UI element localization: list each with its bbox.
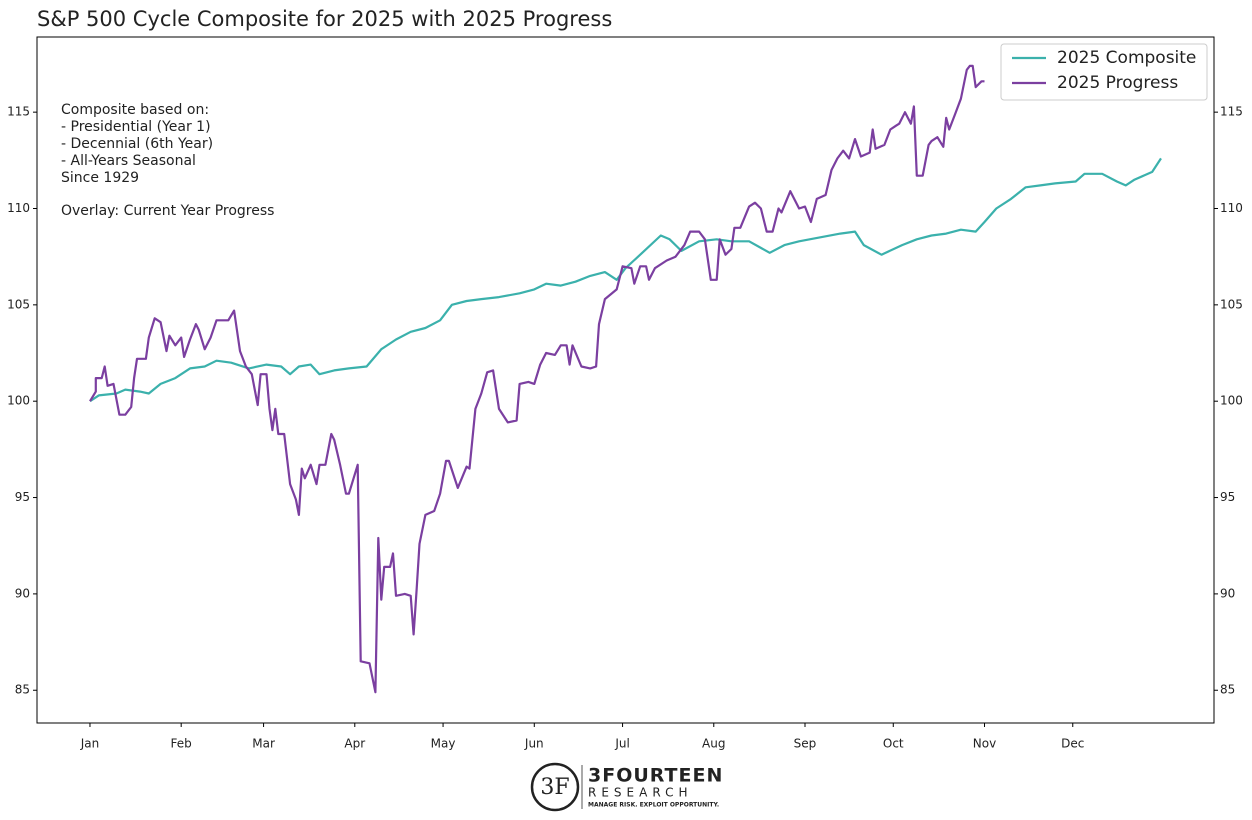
y-tick-label: 110 xyxy=(7,201,30,215)
logo-circle xyxy=(530,762,580,812)
legend-box xyxy=(1000,43,1208,101)
series-line xyxy=(89,157,1162,403)
y-tick-label: 115 xyxy=(7,105,30,119)
y2-tick-label: 95 xyxy=(1220,490,1235,504)
legend-label: 2025 Progress xyxy=(1057,73,1178,93)
y-tick-label: 90 xyxy=(15,586,30,600)
x-tick-label: Sep xyxy=(794,737,817,751)
logo-sub: RESEARCH xyxy=(588,786,692,800)
annotation: Since 1929 xyxy=(61,170,139,186)
annotation: Composite based on: xyxy=(61,102,209,118)
logo-mark: 3F xyxy=(540,775,569,800)
y2-tick-label: 115 xyxy=(1220,105,1243,119)
x-tick-label: Jan xyxy=(80,737,100,751)
chart-title: S&P 500 Cycle Composite for 2025 with 20… xyxy=(37,7,612,31)
x-tick-label: Aug xyxy=(702,737,725,751)
x-tick-label: Feb xyxy=(171,737,192,751)
y-tick-label: 85 xyxy=(15,683,30,697)
annotation: - Presidential (Year 1) xyxy=(61,119,211,135)
x-tick-label: Jun xyxy=(524,737,544,751)
logo-tagline: MANAGE RISK. EXPLOIT OPPORTUNITY. xyxy=(588,802,719,809)
plot-frame xyxy=(36,36,1215,724)
x-tick-label: Oct xyxy=(883,737,904,751)
logo: 3F 3FOURTEEN RESEARCH MANAGE RISK. EXPLO… xyxy=(530,762,723,812)
y2-tick-label: 105 xyxy=(1220,297,1243,311)
x-tick-label: Nov xyxy=(973,737,996,751)
x-tick-label: Mar xyxy=(252,737,275,751)
annotation: - Decennial (6th Year) xyxy=(61,136,213,152)
y-tick-label: 95 xyxy=(15,490,30,504)
x-tick-label: Dec xyxy=(1061,737,1084,751)
x-tick-label: May xyxy=(431,737,456,751)
x-tick-label: Jul xyxy=(614,737,629,751)
annotation: Overlay: Current Year Progress xyxy=(61,203,274,219)
series-line xyxy=(89,64,985,694)
x-tick-label: Apr xyxy=(344,737,365,751)
logo-name: 3FOURTEEN xyxy=(588,765,723,787)
y2-tick-label: 90 xyxy=(1220,586,1235,600)
y2-tick-label: 85 xyxy=(1220,683,1235,697)
legend-label: 2025 Composite xyxy=(1057,48,1196,68)
y2-tick-label: 100 xyxy=(1220,394,1243,408)
y-tick-label: 100 xyxy=(7,394,30,408)
y-tick-label: 105 xyxy=(7,297,30,311)
y2-tick-label: 110 xyxy=(1220,201,1243,215)
annotation: - All-Years Seasonal xyxy=(61,153,196,169)
